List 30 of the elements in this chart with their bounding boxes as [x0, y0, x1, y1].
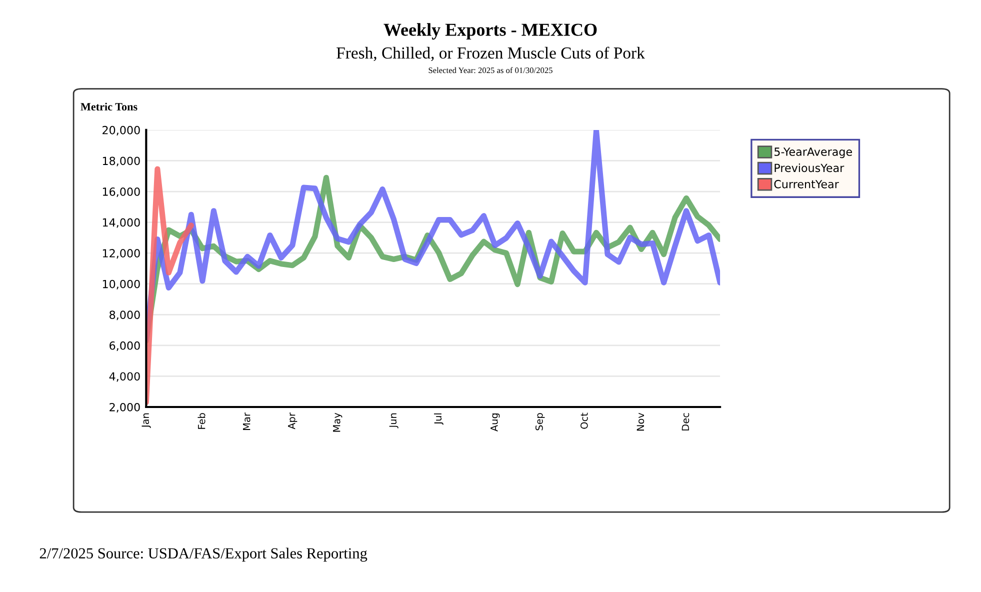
- y-tick-label: 10,000: [102, 280, 140, 290]
- chart-subtitle: Fresh, Chilled, or Frozen Muscle Cuts of Pork: [336, 46, 645, 62]
- y-axis-title: Metric Tons: [80, 102, 138, 111]
- y-tick-label: 16,000: [102, 187, 140, 198]
- x-tick-label: Nov: [636, 412, 644, 431]
- y-tick-label: 18,000: [102, 156, 140, 166]
- y-tick-label: 12,000: [102, 249, 140, 259]
- text: Selected Year: 2025 as of 01/30/2025: [428, 67, 552, 74]
- x-tick-label: Oct: [580, 412, 588, 429]
- legend-label: 5-YearAverage: [774, 148, 852, 158]
- x-tick-label: Jan: [142, 413, 151, 428]
- x-tick-label: Aug: [490, 413, 500, 432]
- legend-label: CurrentYear: [774, 180, 839, 188]
- y-tick-label: 20,000: [102, 126, 140, 136]
- x-tick-label: Dec: [682, 413, 690, 430]
- y-tick-label: 14,000: [102, 218, 140, 228]
- x-tick-label: Sep: [535, 413, 545, 430]
- x-tick-label: Feb: [198, 413, 206, 429]
- x-tick-label: Apr: [288, 412, 298, 430]
- y-tick-label: 8,000: [110, 310, 140, 320]
- y-tick-label: 6,000: [110, 341, 140, 351]
- legend-label: PreviousYear: [774, 164, 844, 172]
- text: 2/7/2025 Source: USDA/FAS/Export Sales Reporting: [40, 548, 368, 562]
- x-tick-label: Jul: [434, 413, 444, 425]
- y-tick-label: 2,000: [110, 402, 140, 413]
- chart-title: Weekly Exports - MEXICO: [384, 23, 597, 40]
- x-tick-label: May: [333, 412, 342, 432]
- x-tick-label: Jun: [389, 413, 398, 428]
- x-tick-label: Mar: [243, 412, 250, 430]
- y-tick-label: 4,000: [109, 372, 140, 382]
